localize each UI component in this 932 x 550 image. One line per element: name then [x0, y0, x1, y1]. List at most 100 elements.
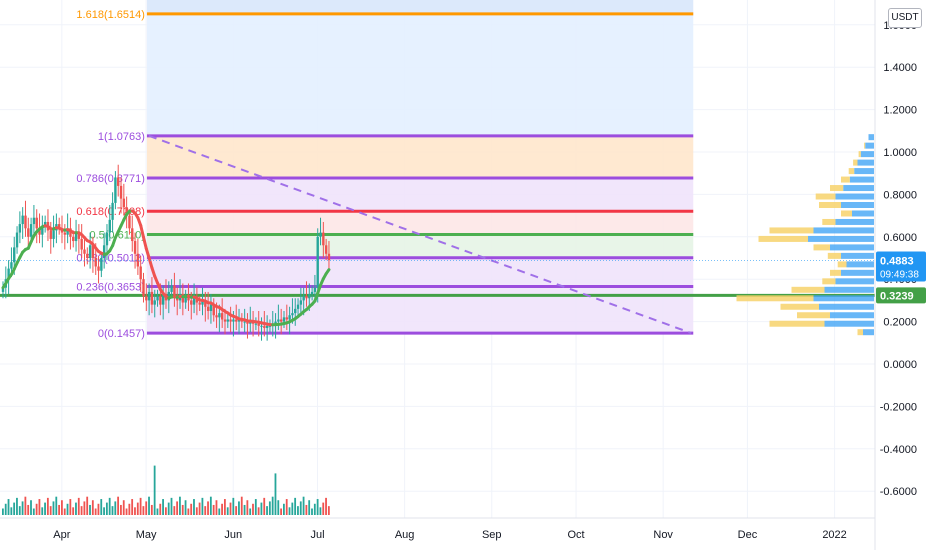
candle-body[interactable]: [18, 224, 22, 233]
candle-body[interactable]: [316, 236, 319, 288]
candle-body[interactable]: [161, 294, 165, 305]
currency-button[interactable]: USDT: [888, 8, 922, 28]
candle-body[interactable]: [69, 228, 72, 237]
candle-body[interactable]: [302, 296, 305, 301]
candle-body[interactable]: [128, 215, 131, 229]
candle-body[interactable]: [265, 325, 269, 328]
candle-body[interactable]: [156, 296, 159, 301]
candle-body[interactable]: [215, 315, 218, 318]
candle-body[interactable]: [223, 319, 227, 322]
candle-body[interactable]: [195, 298, 199, 303]
candle-body[interactable]: [38, 228, 41, 235]
candle-body[interactable]: [66, 228, 69, 235]
candle-body[interactable]: [237, 319, 241, 322]
candle-body[interactable]: [204, 300, 207, 307]
candle-body[interactable]: [268, 325, 272, 327]
candle-body[interactable]: [29, 224, 33, 237]
candle-body[interactable]: [277, 319, 280, 322]
candle-body[interactable]: [74, 232, 78, 242]
candle-body[interactable]: [122, 198, 126, 208]
candle-body[interactable]: [153, 300, 156, 305]
candle-body[interactable]: [187, 296, 190, 301]
candle-body[interactable]: [181, 294, 185, 303]
candle-body[interactable]: [184, 296, 187, 303]
candle-body[interactable]: [114, 177, 117, 203]
candle-body[interactable]: [226, 319, 229, 322]
candle-body[interactable]: [167, 291, 170, 301]
candle-body[interactable]: [257, 323, 260, 326]
candle-body[interactable]: [52, 230, 55, 239]
trendline[interactable]: [148, 134, 692, 335]
candle-body[interactable]: [274, 321, 277, 324]
support-price-tag[interactable]: [876, 287, 926, 304]
candle-body[interactable]: [313, 287, 317, 292]
candle-body[interactable]: [201, 300, 204, 305]
candle-body[interactable]: [86, 253, 89, 258]
candle-body[interactable]: [173, 285, 176, 297]
candle-body[interactable]: [142, 279, 145, 297]
candle-body[interactable]: [10, 262, 13, 269]
candle-body[interactable]: [41, 226, 44, 235]
candle-body[interactable]: [119, 185, 123, 199]
candle-body[interactable]: [218, 313, 221, 318]
candle-body[interactable]: [279, 319, 283, 322]
candle-body[interactable]: [63, 232, 67, 235]
candle-body[interactable]: [263, 325, 266, 328]
candle-body[interactable]: [15, 232, 19, 248]
last-price-tag[interactable]: [876, 251, 926, 282]
candle-body[interactable]: [243, 321, 246, 323]
candle-body[interactable]: [97, 266, 100, 271]
candle-body[interactable]: [133, 241, 137, 254]
candle-body[interactable]: [246, 321, 249, 324]
candle-body[interactable]: [24, 215, 27, 229]
candle-body[interactable]: [117, 177, 120, 186]
candle-body[interactable]: [111, 202, 114, 220]
candle-body[interactable]: [305, 296, 308, 299]
candle-body[interactable]: [296, 304, 300, 309]
candle-body[interactable]: [27, 228, 30, 237]
candle-body[interactable]: [308, 294, 311, 299]
candle-body[interactable]: [100, 258, 103, 271]
candle-body[interactable]: [190, 300, 193, 305]
candle-body[interactable]: [319, 232, 322, 237]
candle-body[interactable]: [254, 323, 258, 325]
candle-body[interactable]: [1, 287, 5, 292]
candle-body[interactable]: [77, 232, 81, 239]
candle-body[interactable]: [108, 219, 111, 233]
candle-body[interactable]: [105, 232, 109, 246]
candle-body[interactable]: [170, 285, 173, 292]
candle-body[interactable]: [198, 302, 201, 305]
candle-body[interactable]: [192, 298, 196, 305]
candle-body[interactable]: [7, 268, 10, 280]
candle-body[interactable]: [94, 258, 97, 267]
candle-body[interactable]: [21, 215, 24, 225]
candle-body[interactable]: [139, 266, 142, 280]
candle-body[interactable]: [291, 313, 294, 316]
candle-body[interactable]: [260, 325, 263, 327]
candle-body[interactable]: [324, 245, 328, 254]
candle-body[interactable]: [125, 207, 128, 216]
time-axis[interactable]: Apr May Jun Jul Aug Sep Oct Nov Dec 2022: [53, 529, 847, 541]
candle-body[interactable]: [209, 304, 213, 311]
candle-body[interactable]: [285, 317, 289, 320]
candle-body[interactable]: [310, 291, 314, 295]
candle-body[interactable]: [136, 253, 140, 267]
candle-body[interactable]: [288, 315, 291, 320]
candle-body[interactable]: [49, 230, 52, 239]
candle-body[interactable]: [294, 308, 297, 314]
candle-body[interactable]: [35, 217, 38, 229]
candle-body[interactable]: [72, 236, 75, 242]
candle-body[interactable]: [206, 306, 210, 311]
candle-body[interactable]: [299, 300, 303, 305]
candle-body[interactable]: [131, 228, 134, 242]
candle-body[interactable]: [159, 296, 162, 305]
candle-body[interactable]: [282, 317, 286, 322]
candle-body[interactable]: [88, 245, 92, 258]
candle-body[interactable]: [147, 291, 151, 301]
candle-body[interactable]: [212, 304, 215, 316]
candle-body[interactable]: [235, 319, 238, 322]
candle-body[interactable]: [327, 253, 331, 261]
candle-body[interactable]: [229, 319, 232, 322]
candle-body[interactable]: [102, 245, 106, 258]
